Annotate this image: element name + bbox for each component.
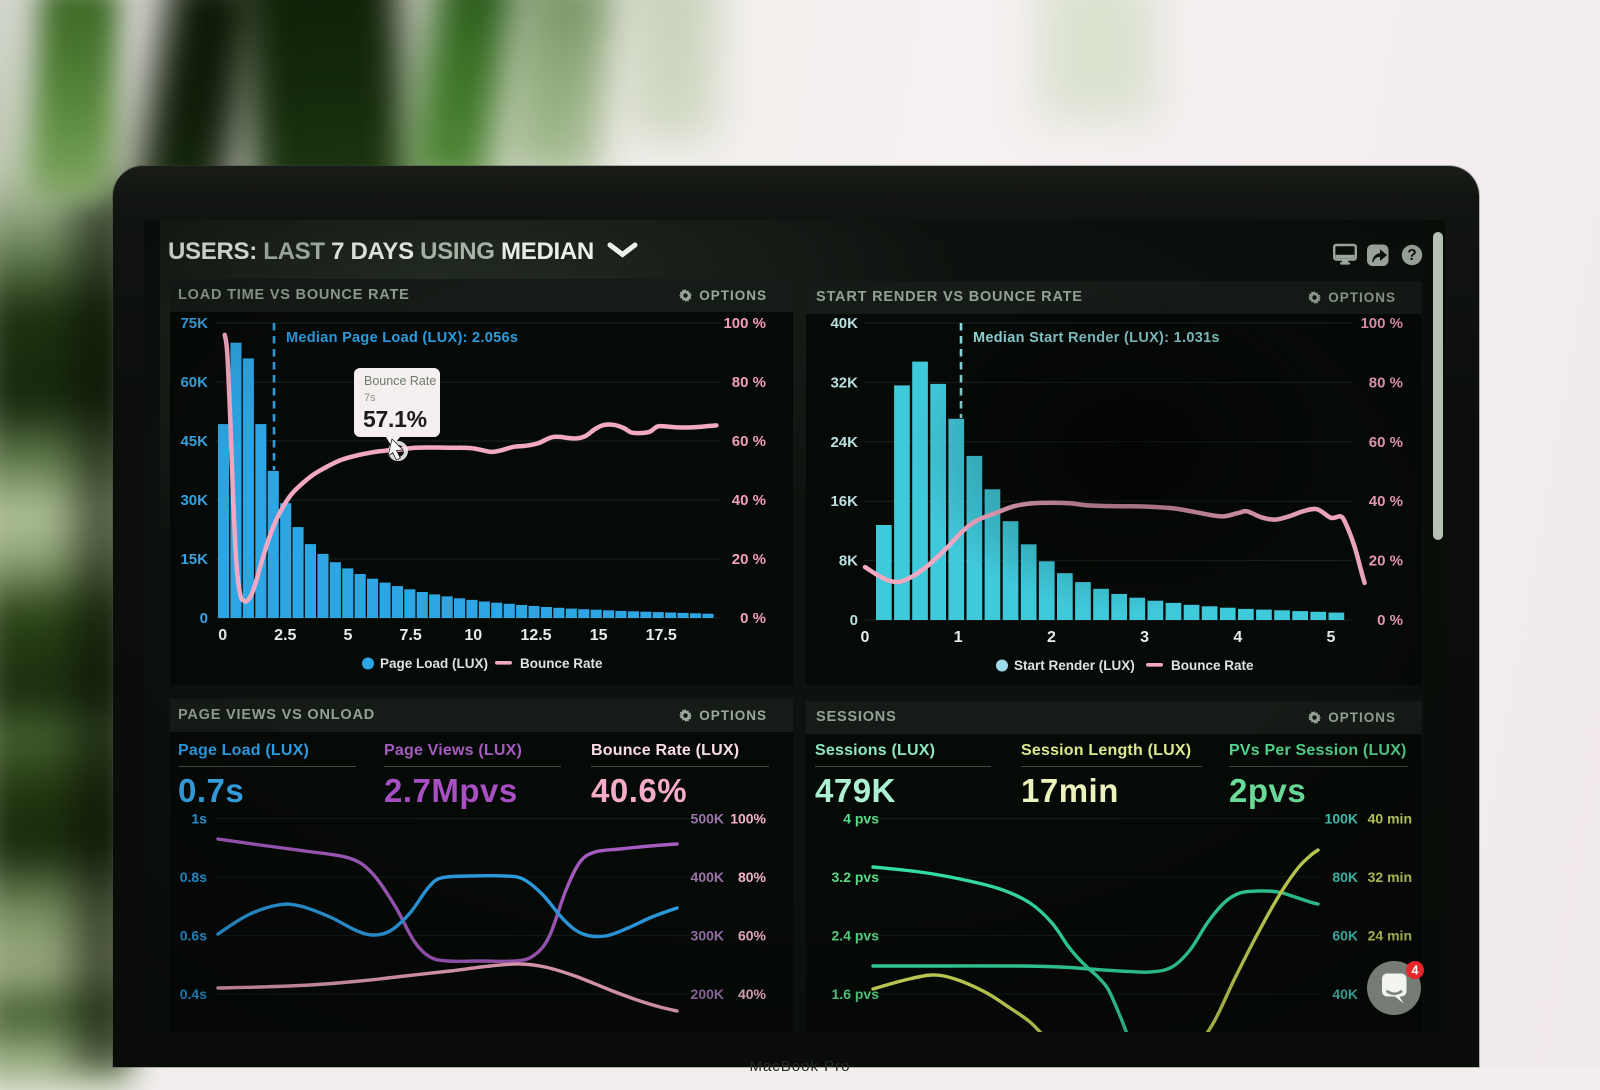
svg-text:300K: 300K: [691, 928, 724, 944]
svg-text:100 %: 100 %: [1360, 315, 1403, 332]
svg-text:Bounce Rate: Bounce Rate: [520, 656, 603, 671]
svg-text:5: 5: [344, 627, 353, 644]
svg-text:40%: 40%: [738, 986, 767, 1002]
svg-text:2: 2: [1047, 629, 1056, 646]
svg-text:Median Page Load (LUX): 2.056s: Median Page Load (LUX): 2.056s: [286, 330, 518, 346]
svg-text:10: 10: [464, 627, 482, 644]
svg-text:0.8s: 0.8s: [180, 869, 207, 885]
svg-text:2.5: 2.5: [274, 627, 296, 644]
svg-text:15: 15: [590, 627, 608, 644]
svg-text:24K: 24K: [830, 434, 858, 451]
svg-text:100%: 100%: [730, 811, 766, 827]
svg-text:0: 0: [850, 612, 858, 629]
svg-text:20 %: 20 %: [1369, 553, 1403, 570]
svg-text:60 %: 60 %: [1369, 434, 1403, 451]
svg-text:0: 0: [218, 627, 227, 644]
svg-text:4: 4: [1233, 629, 1242, 646]
svg-text:100K: 100K: [1325, 811, 1358, 827]
svg-text:40 %: 40 %: [1369, 493, 1403, 510]
svg-text:40 %: 40 %: [732, 492, 766, 509]
svg-text:Bounce Rate: Bounce Rate: [1171, 658, 1254, 673]
svg-text:4: 4: [1412, 964, 1419, 978]
svg-text:100 %: 100 %: [723, 315, 766, 332]
svg-text:?: ?: [1407, 247, 1416, 264]
svg-text:8K: 8K: [839, 553, 858, 570]
svg-text:Bounce Rate: Bounce Rate: [364, 374, 436, 388]
svg-text:80 %: 80 %: [1369, 374, 1403, 391]
svg-text:80K: 80K: [1332, 869, 1358, 885]
svg-text:32 min: 32 min: [1368, 869, 1412, 885]
svg-text:20 %: 20 %: [732, 551, 766, 568]
svg-text:80%: 80%: [738, 869, 767, 885]
svg-text:45K: 45K: [180, 433, 208, 450]
svg-text:7s: 7s: [364, 392, 376, 404]
svg-text:30K: 30K: [180, 492, 208, 509]
svg-text:0: 0: [861, 629, 870, 646]
svg-text:17.5: 17.5: [646, 627, 677, 644]
svg-text:60K: 60K: [1332, 928, 1358, 944]
svg-text:Page Load (LUX): Page Load (LUX): [380, 656, 488, 671]
svg-text:1: 1: [954, 629, 963, 646]
svg-text:0 %: 0 %: [740, 610, 766, 627]
svg-text:200K: 200K: [691, 986, 724, 1002]
svg-text:40 min: 40 min: [1368, 811, 1412, 827]
svg-text:4 pvs: 4 pvs: [843, 811, 879, 827]
svg-text:3.2 pvs: 3.2 pvs: [832, 869, 880, 885]
svg-text:40K: 40K: [1332, 986, 1358, 1002]
svg-text:2.4 pvs: 2.4 pvs: [832, 928, 880, 944]
svg-text:7.5: 7.5: [399, 627, 421, 644]
svg-text:3: 3: [1140, 629, 1149, 646]
svg-text:60K: 60K: [180, 374, 208, 391]
svg-text:75K: 75K: [180, 315, 208, 332]
svg-text:12.5: 12.5: [520, 627, 551, 644]
svg-text:1.6 pvs: 1.6 pvs: [832, 986, 880, 1002]
svg-text:0 %: 0 %: [1377, 612, 1403, 629]
svg-text:57.1%: 57.1%: [363, 406, 427, 432]
svg-text:0.6s: 0.6s: [180, 928, 207, 944]
svg-text:Start Render (LUX): Start Render (LUX): [1014, 658, 1135, 673]
svg-text:5: 5: [1327, 629, 1336, 646]
svg-text:0.4s: 0.4s: [180, 986, 207, 1002]
svg-text:15K: 15K: [180, 551, 208, 568]
svg-text:16K: 16K: [830, 493, 858, 510]
svg-text:32K: 32K: [830, 374, 858, 391]
svg-text:80 %: 80 %: [732, 374, 766, 391]
svg-text:1s: 1s: [191, 811, 207, 827]
svg-text:24 min: 24 min: [1368, 928, 1412, 944]
svg-text:0: 0: [200, 610, 208, 627]
svg-text:60%: 60%: [738, 928, 767, 944]
svg-text:60 %: 60 %: [732, 433, 766, 450]
svg-text:400K: 400K: [691, 869, 724, 885]
svg-text:40K: 40K: [830, 315, 858, 332]
svg-text:500K: 500K: [691, 811, 724, 827]
